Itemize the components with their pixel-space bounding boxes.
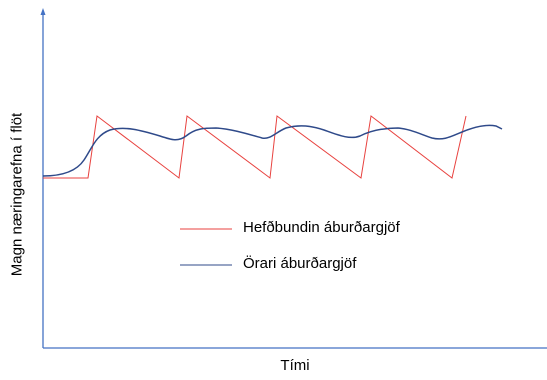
series-line-conventional xyxy=(43,115,467,179)
y-axis-arrow-icon xyxy=(40,8,46,15)
legend-label-slow-release: Örari áburðargjöf xyxy=(243,255,357,272)
y-axis-label: Magn næringarefna í flöt xyxy=(8,112,26,277)
legend-label-conventional: Hefðbundin áburðargjöf xyxy=(243,219,400,236)
series-line-slow-release xyxy=(42,124,503,177)
x-axis-label: Tími xyxy=(280,357,310,374)
